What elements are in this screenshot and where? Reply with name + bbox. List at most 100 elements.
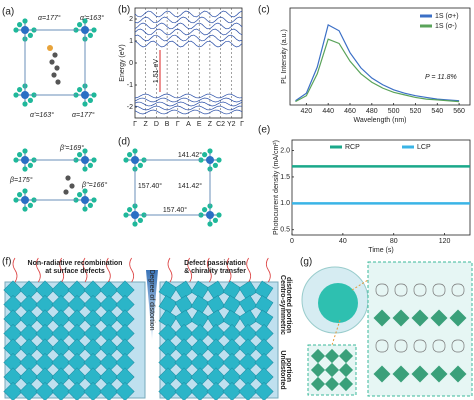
octahedron [254, 367, 274, 387]
octahedron [115, 367, 135, 387]
octahedron [99, 352, 119, 373]
octahedron [174, 367, 194, 387]
halide-atom [202, 207, 208, 213]
octahedron [222, 367, 242, 387]
organic-cation [451, 283, 465, 297]
metal-atom [21, 26, 29, 34]
octahedron [83, 338, 103, 358]
octahedron [67, 309, 87, 329]
metal-atom [131, 156, 139, 164]
octahedron [238, 295, 258, 314]
octahedron [190, 323, 210, 344]
halide-atom [27, 97, 33, 103]
octahedron [449, 365, 467, 383]
octahedron [392, 365, 410, 383]
halide-atom [13, 27, 19, 33]
ligand [206, 257, 212, 283]
halide-atom [91, 92, 97, 98]
octahedron [206, 309, 226, 329]
band [134, 93, 243, 99]
octahedron [222, 295, 242, 314]
octahedron [35, 338, 55, 358]
octahedron [254, 295, 274, 314]
octahedron [254, 323, 274, 344]
octahedron [222, 323, 242, 344]
halide-atom [216, 212, 222, 218]
octahedron [3, 352, 23, 373]
organic-cation [451, 339, 465, 353]
octahedron [3, 367, 23, 387]
side-label: Centro-symmetric [279, 275, 286, 335]
octahedron [83, 323, 103, 344]
octahedron [190, 309, 210, 329]
halide-atom [77, 87, 83, 93]
halide-atom [216, 157, 222, 163]
octahedron [222, 352, 242, 373]
ligand [129, 257, 135, 283]
y-tick-label: -1 [127, 82, 133, 89]
octahedron [174, 338, 194, 358]
carbon-atom [52, 52, 58, 58]
octahedron [190, 352, 210, 373]
carbon-atom [49, 59, 55, 65]
k-point-label: C2 [216, 121, 225, 128]
octahedron [35, 294, 55, 315]
organic-cation [432, 339, 446, 353]
ligand [82, 257, 88, 283]
halide-atom [27, 162, 33, 168]
panel-label: (b) [118, 5, 130, 16]
metal-atom [21, 196, 29, 204]
octahedron [254, 338, 274, 358]
x-tick-label: 460 [344, 108, 356, 115]
octahedron [174, 280, 194, 300]
metal-atom [81, 26, 89, 34]
metal-atom [131, 211, 139, 219]
y-tick-label: 1.0 [280, 200, 290, 207]
metal-atom [21, 91, 29, 99]
octahedron [411, 365, 429, 383]
plot-frame [289, 7, 471, 106]
halide-atom [91, 27, 97, 33]
band [134, 34, 243, 42]
k-point-label: Z [144, 121, 149, 128]
octahedron [411, 309, 429, 327]
halide-atom [22, 148, 28, 154]
octahedron [51, 381, 71, 400]
octahedron [99, 367, 119, 387]
octahedron [190, 381, 210, 400]
ligand [105, 257, 111, 283]
side-label: distorted portion [285, 277, 292, 333]
octahedron [115, 309, 135, 329]
metal-atom [206, 211, 214, 219]
halide-atom [22, 18, 28, 24]
panel-title: Defect passivation [184, 260, 246, 267]
panel-title: at surface defects [45, 268, 105, 275]
angle-label: α'=163° [30, 111, 54, 119]
organic-cation [394, 283, 408, 297]
octahedron [174, 309, 194, 329]
octahedron [238, 309, 258, 329]
octahedron [3, 294, 23, 315]
angle-label: 157.40° [138, 182, 162, 190]
nanocrystal-core [318, 283, 358, 323]
octahedron [19, 309, 39, 329]
metal-atom [81, 196, 89, 204]
octahedron [254, 309, 274, 329]
x-tick-label: 520 [410, 108, 422, 115]
angle-label: α=177° [72, 111, 95, 119]
data-line [295, 38, 460, 103]
octahedron [83, 294, 103, 315]
halide-atom [87, 97, 93, 103]
organic-cation [375, 283, 389, 297]
octahedron [99, 338, 119, 358]
octahedron [19, 280, 39, 300]
octahedron [99, 323, 119, 344]
halide-atom [27, 202, 33, 208]
octahedron [324, 376, 340, 392]
octahedron [158, 323, 178, 344]
carbon-atom [65, 175, 71, 181]
k-point-label: Γ [133, 121, 137, 128]
zoom-line [351, 279, 369, 291]
x-tick-label: 440 [322, 108, 334, 115]
distortion-arrow [146, 270, 158, 340]
